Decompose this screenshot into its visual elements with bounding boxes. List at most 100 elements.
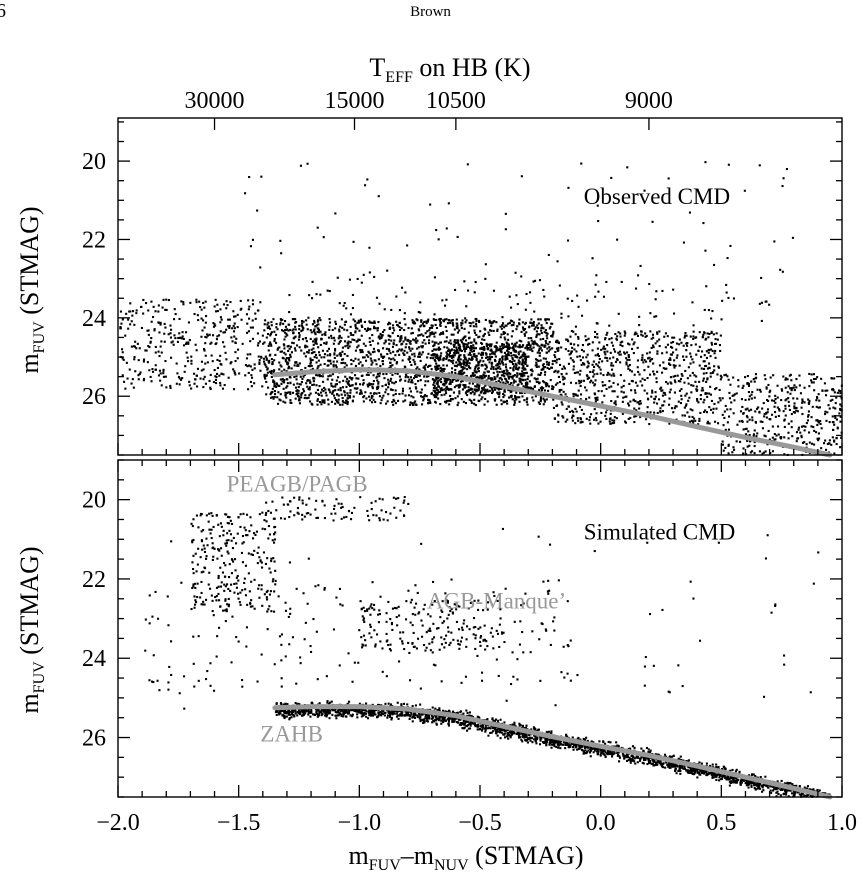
observed-point [665,351,668,354]
observed-point [744,398,747,401]
observed-point [178,383,181,386]
observed-point [423,339,426,342]
observed-point [396,372,399,375]
observed-point [409,349,412,352]
observed-point [512,321,515,324]
observed-point [507,389,510,392]
observed-point [316,226,319,229]
observed-point [752,435,755,438]
observed-point [684,334,687,337]
observed-point [579,405,582,408]
observed-point [572,392,575,395]
observed-point [543,344,546,347]
observed-point [606,344,609,347]
observed-point [291,341,294,344]
observed-point [460,373,463,376]
observed-point [596,322,599,325]
observed-point [518,356,521,359]
observed-point [602,295,605,298]
observed-point [391,332,394,335]
observed-point [431,331,434,334]
observed-point [287,349,290,352]
observed-point [164,326,167,329]
observed-point [423,366,426,369]
observed-point [560,312,563,315]
observed-point [499,381,502,384]
observed-point [178,377,181,380]
observed-point [465,358,468,361]
observed-point [460,380,463,383]
observed-point [353,320,356,323]
observed-point [345,399,348,402]
observed-point [445,336,448,339]
observed-point [494,355,497,358]
observed-point [263,375,266,378]
observed-point [719,334,722,337]
observed-point [451,380,454,383]
observed-point [194,378,197,381]
observed-point [627,365,630,368]
observed-point [654,342,657,345]
observed-point [340,336,343,339]
observed-point [713,352,716,355]
observed-point [443,367,446,370]
observed-point [228,318,231,321]
observed-point [747,430,750,433]
observed-point [149,341,152,344]
observed-point [608,338,611,341]
observed-point [370,395,373,398]
observed-point [760,319,763,322]
observed-point [169,386,172,389]
observed-point [486,400,489,403]
observed-point [328,318,331,321]
observed-point [785,377,788,380]
observed-point [144,349,147,352]
observed-point [525,331,528,334]
observed-point [532,346,535,349]
observed-point [337,398,340,401]
observed-point [549,379,552,382]
observed-point [580,379,583,382]
observed-point [487,374,490,377]
observed-point [301,338,304,341]
observed-point [574,407,577,410]
observed-point [579,385,582,388]
observed-point [425,395,428,398]
observed-point [448,341,451,344]
observed-point [202,301,205,304]
observed-point [491,321,494,324]
observed-point [641,384,644,387]
observed-point [619,344,622,347]
observed-point [670,407,673,410]
observed-point [758,450,761,453]
simulated-point [711,776,714,779]
observed-point [551,363,554,366]
observed-point [275,322,278,325]
observed-point [414,383,417,386]
observed-point [287,329,290,332]
observed-point [507,322,510,325]
observed-point [303,390,306,393]
observed-point [457,341,460,344]
observed-point [489,377,492,380]
observed-point [453,354,456,357]
observed-point [196,367,199,370]
observed-point [535,343,538,346]
observed-point [547,343,550,346]
observed-point [443,382,446,385]
observed-point [344,394,347,397]
observed-point [828,421,831,424]
observed-point [502,330,505,333]
observed-point [296,344,299,347]
observed-point [354,349,357,352]
observed-point [587,343,590,346]
observed-point [162,298,165,301]
observed-point [373,275,376,278]
observed-point [463,357,466,360]
observed-point [378,375,381,378]
observed-point [362,342,365,345]
observed-point [497,392,500,395]
observed-point [516,325,519,328]
observed-point [452,324,455,327]
observed-point [331,391,334,394]
